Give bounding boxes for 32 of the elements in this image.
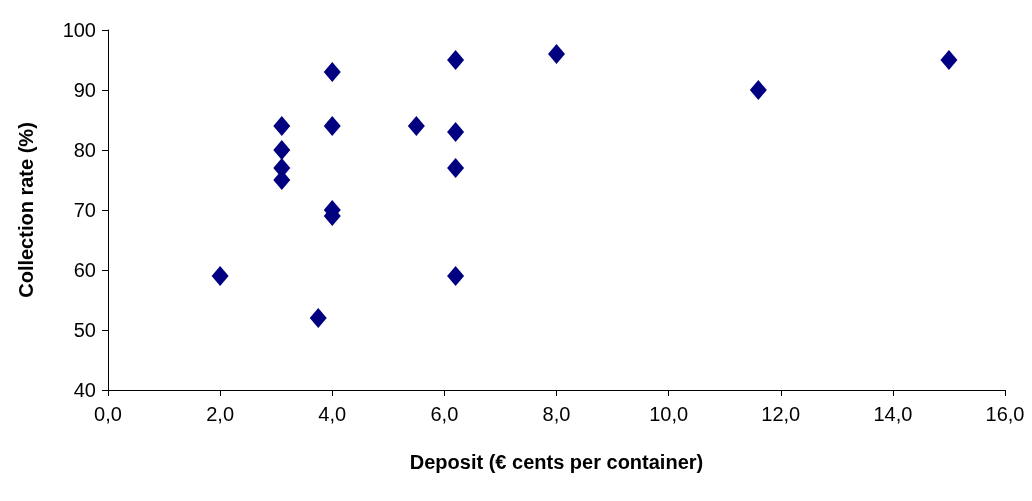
x-tick-label: 12,0	[761, 403, 801, 425]
x-axis-title: Deposit (€ cents per container)	[409, 451, 704, 473]
x-tick-label: 2,0	[206, 403, 235, 425]
y-tick-label: 50	[73, 319, 96, 341]
point	[447, 122, 465, 142]
point	[211, 266, 229, 286]
y-tick-label: 90	[73, 79, 96, 101]
y-tick-label: 80	[73, 139, 96, 161]
point	[447, 50, 465, 70]
point	[749, 80, 767, 100]
x-tick-label: 6,0	[430, 403, 459, 425]
y-tick-label: 100	[62, 19, 96, 41]
x-tick-label: 14,0	[873, 403, 913, 425]
y-axis-title: Collection rate (%)	[15, 122, 37, 298]
point	[940, 50, 958, 70]
y-tick-label: 70	[73, 199, 96, 221]
x-tick-label: 0,0	[94, 403, 122, 425]
point	[548, 44, 565, 64]
point	[273, 140, 291, 160]
point	[323, 116, 341, 136]
x-tick-label: 8,0	[542, 403, 571, 425]
point	[407, 116, 425, 136]
point	[447, 266, 465, 286]
point	[447, 158, 465, 178]
x-tick-label: 16,0	[985, 403, 1025, 425]
x-tick-label: 10,0	[649, 403, 689, 425]
y-tick-label: 60	[73, 259, 96, 281]
point	[309, 308, 327, 328]
x-tick-label: 4,0	[318, 403, 347, 425]
y-tick-label: 40	[73, 379, 96, 401]
point	[323, 62, 341, 82]
point	[273, 116, 291, 136]
